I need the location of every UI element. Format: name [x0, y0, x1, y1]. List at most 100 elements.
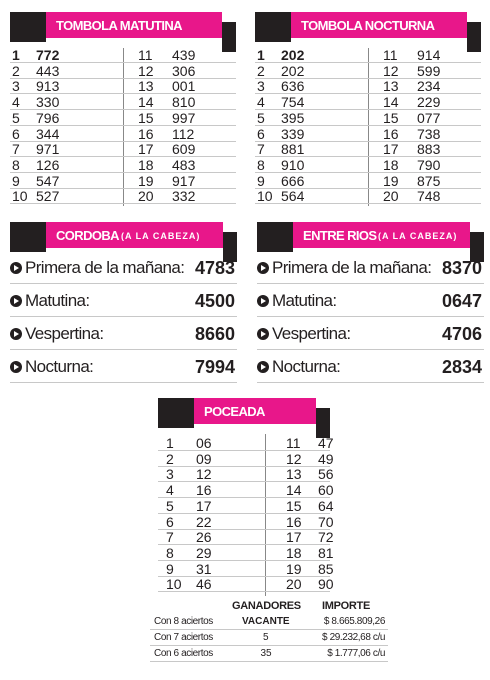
number: 72	[318, 529, 334, 546]
position: 16	[138, 125, 154, 142]
number: 790	[417, 156, 441, 173]
position: 15	[383, 109, 399, 126]
draw-label: Primera de la mañana:	[272, 258, 432, 277]
position: 12	[138, 62, 154, 79]
position: 4	[257, 94, 265, 111]
row-line	[255, 156, 481, 158]
position: 5	[166, 497, 174, 514]
header-block	[10, 222, 46, 252]
draw-label: Primera de la mañana:	[25, 258, 185, 277]
row-line	[255, 62, 481, 63]
number: 60	[318, 482, 334, 499]
position: 3	[166, 466, 174, 483]
position: 16	[383, 125, 399, 142]
number: 395	[281, 109, 305, 126]
position: 15	[286, 497, 302, 514]
position: 1	[257, 47, 265, 63]
prize-label: Con 8 aciertos	[154, 616, 213, 627]
draw-number: 4783	[194, 258, 235, 278]
row-line	[10, 77, 236, 79]
draw-number: 7994	[194, 357, 235, 377]
row-line	[255, 124, 481, 126]
number: 564	[281, 188, 305, 205]
draw-number: 8660	[194, 324, 235, 344]
row-line	[257, 316, 484, 317]
winners: 35	[260, 648, 272, 659]
header-block	[467, 22, 481, 52]
row-line	[10, 93, 236, 95]
position: 5	[12, 109, 20, 126]
position: 6	[166, 513, 174, 530]
row-line	[158, 559, 330, 561]
position: 7	[12, 141, 20, 158]
position: 6	[12, 125, 20, 142]
number: 527	[36, 188, 60, 205]
number: 910	[281, 156, 305, 173]
header-block	[222, 22, 236, 52]
position: 5	[257, 109, 265, 126]
bullet-arrow	[261, 298, 266, 304]
number: 56	[318, 466, 334, 483]
draw-label: Nocturna:	[25, 357, 94, 376]
draw-label: Vespertina:	[25, 324, 104, 343]
draw-label: Nocturna:	[272, 357, 341, 376]
row-line	[150, 661, 388, 662]
number: 234	[417, 78, 441, 95]
row-line	[158, 575, 330, 577]
header-bar	[293, 222, 470, 248]
position: 7	[166, 529, 174, 546]
row-line	[158, 591, 330, 593]
row-line	[257, 283, 484, 284]
column-divider	[265, 434, 266, 596]
position: 3	[12, 78, 20, 95]
draw-number: 8370	[441, 258, 482, 278]
number: 47	[318, 435, 334, 451]
row-line	[255, 203, 481, 205]
section-title: POCEADA	[204, 404, 265, 419]
header-bar	[194, 398, 316, 424]
bullet-arrow	[261, 331, 266, 337]
row-line	[10, 124, 236, 126]
row-line	[10, 187, 236, 189]
position: 14	[286, 482, 302, 499]
position: 17	[138, 141, 154, 158]
position: 4	[166, 482, 174, 499]
row-line	[10, 283, 237, 284]
position: 11	[383, 47, 398, 63]
bullet-arrow	[14, 265, 19, 271]
draw-number: 4706	[441, 324, 482, 344]
number: 875	[417, 172, 441, 189]
row-line	[10, 349, 237, 350]
number: 599	[417, 62, 441, 79]
row-line	[255, 77, 481, 79]
position: 20	[383, 188, 399, 205]
section-title: CORDOBA	[56, 228, 120, 243]
position: 6	[257, 125, 265, 142]
number: 112	[172, 125, 195, 142]
row-line	[255, 93, 481, 95]
position: 9	[12, 172, 20, 189]
number: 666	[281, 172, 305, 189]
position: 2	[257, 62, 265, 79]
row-line	[150, 629, 388, 630]
section-title: TOMBOLA MATUTINA	[56, 18, 183, 33]
number: 46	[196, 576, 212, 593]
number: 332	[172, 188, 196, 205]
position: 13	[286, 466, 302, 483]
position: 11	[286, 435, 301, 451]
position: 18	[383, 156, 399, 173]
prize-header: GANADORES	[232, 600, 301, 612]
position: 19	[286, 560, 302, 577]
section-title: TOMBOLA NOCTURNA	[301, 18, 435, 33]
prize-amount: $ 29.232,68 c/u	[322, 632, 385, 643]
position: 7	[257, 141, 265, 158]
number: 439	[172, 47, 196, 63]
number: 483	[172, 156, 196, 173]
section-subtitle: (A LA CABEZA)	[378, 231, 458, 241]
header-block	[316, 408, 330, 438]
position: 13	[138, 78, 154, 95]
header-block	[158, 398, 194, 428]
row-line	[255, 171, 481, 173]
number: 06	[196, 435, 212, 451]
draw-number: 0647	[441, 291, 482, 311]
